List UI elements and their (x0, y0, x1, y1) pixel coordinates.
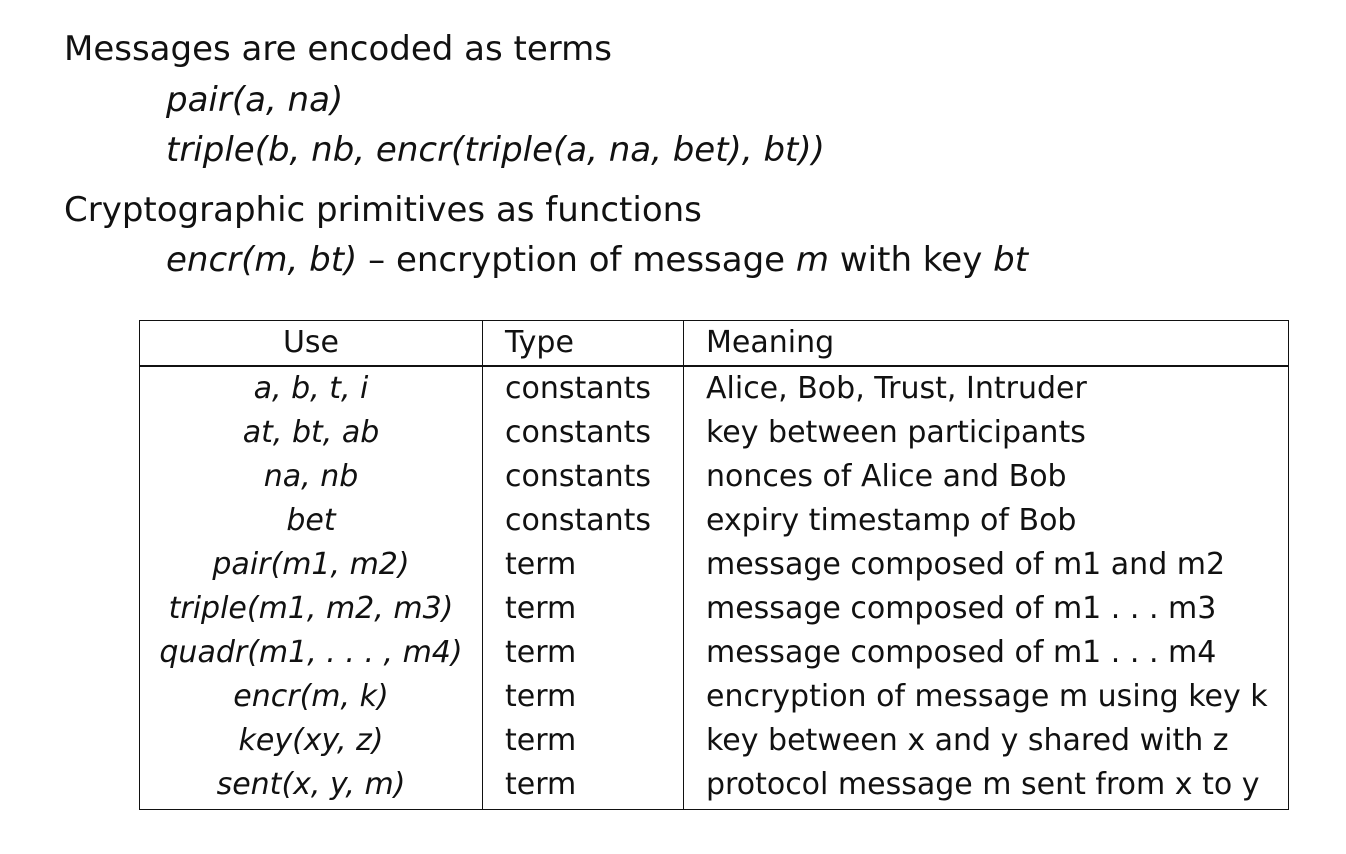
table-row: a, b, t, i constants Alice, Bob, Trust, In… (139, 366, 1289, 411)
term-definitions-table: Use Type Meaning a, b, t, i constants Alic… (139, 320, 1289, 810)
cell-meaning: expiry timestamp of Bob (683, 499, 1289, 543)
primitive-var-bt: bt (993, 240, 1029, 280)
header-meaning: Meaning (683, 320, 1289, 367)
cell-meaning: protocol message m sent from x to y (683, 763, 1289, 810)
cell-use: at, bt, ab (139, 411, 483, 455)
cell-meaning: message composed of m1 . . . m3 (683, 587, 1289, 631)
cell-type: term (482, 675, 684, 719)
cell-type: constants (482, 366, 684, 411)
table-row: sent(x, y, m) term protocol message m sent… (139, 763, 1289, 810)
cell-use: encr(m, k) (139, 675, 483, 719)
cell-use: quadr(m1, . . . , m4) (139, 631, 483, 675)
table-row: at, bt, ab constants key between participa… (139, 411, 1289, 455)
cell-meaning: encryption of message m using key k (683, 675, 1289, 719)
cell-use: bet (139, 499, 483, 543)
cell-meaning: message composed of m1 . . . m4 (683, 631, 1289, 675)
cell-meaning: Alice, Bob, Trust, Intruder (683, 366, 1289, 411)
primitive-encr-description: encr(m, bt) – encryption of message m wi… (166, 243, 1028, 277)
primitive-text-middle: with key (829, 240, 994, 280)
cell-meaning: key between participants (683, 411, 1289, 455)
header-use: Use (139, 320, 483, 367)
example-triple-term: triple(b, nb, encr(triple(a, na, bet), b… (166, 130, 825, 170)
cell-type: constants (482, 499, 684, 543)
table-row: na, nb constants nonces of Alice and Bob (139, 455, 1289, 499)
cell-type: term (482, 719, 684, 763)
primitive-expr: encr(m, bt) (166, 240, 358, 280)
cell-meaning: key between x and y shared with z (683, 719, 1289, 763)
cell-type: term (482, 631, 684, 675)
table-row: pair(m1, m2) term message composed of m1 a… (139, 543, 1289, 587)
table-row: triple(m1, m2, m3) term message composed o… (139, 587, 1289, 631)
cell-use: triple(m1, m2, m3) (139, 587, 483, 631)
cell-type: term (482, 587, 684, 631)
cell-use: key(xy, z) (139, 719, 483, 763)
cell-use: na, nb (139, 455, 483, 499)
cell-type: term (482, 763, 684, 810)
cell-type: constants (482, 411, 684, 455)
header-type: Type (482, 320, 684, 367)
example-pair-term: pair(a, na) (166, 80, 344, 120)
table-row: quadr(m1, . . . , m4) term message compose… (139, 631, 1289, 675)
cell-type: constants (482, 455, 684, 499)
heading-messages-encoded: Messages are encoded as terms (64, 29, 613, 69)
heading-cryptographic-primitives: Cryptographic primitives as functions (64, 190, 702, 230)
cell-use: sent(x, y, m) (139, 763, 483, 810)
primitive-text-before: – encryption of message (357, 240, 796, 280)
table-row: encr(m, k) term encryption of message m us… (139, 675, 1289, 719)
table-row: key(xy, z) term key between x and y shared… (139, 719, 1289, 763)
primitive-var-m: m (795, 240, 830, 280)
cell-meaning: message composed of m1 and m2 (683, 543, 1289, 587)
table-header-row: Use Type Meaning (139, 320, 1289, 367)
cell-use: a, b, t, i (139, 366, 483, 411)
cell-meaning: nonces of Alice and Bob (683, 455, 1289, 499)
cell-use: pair(m1, m2) (139, 543, 483, 587)
table-row: bet constants expiry timestamp of Bob (139, 499, 1289, 543)
cell-type: term (482, 543, 684, 587)
